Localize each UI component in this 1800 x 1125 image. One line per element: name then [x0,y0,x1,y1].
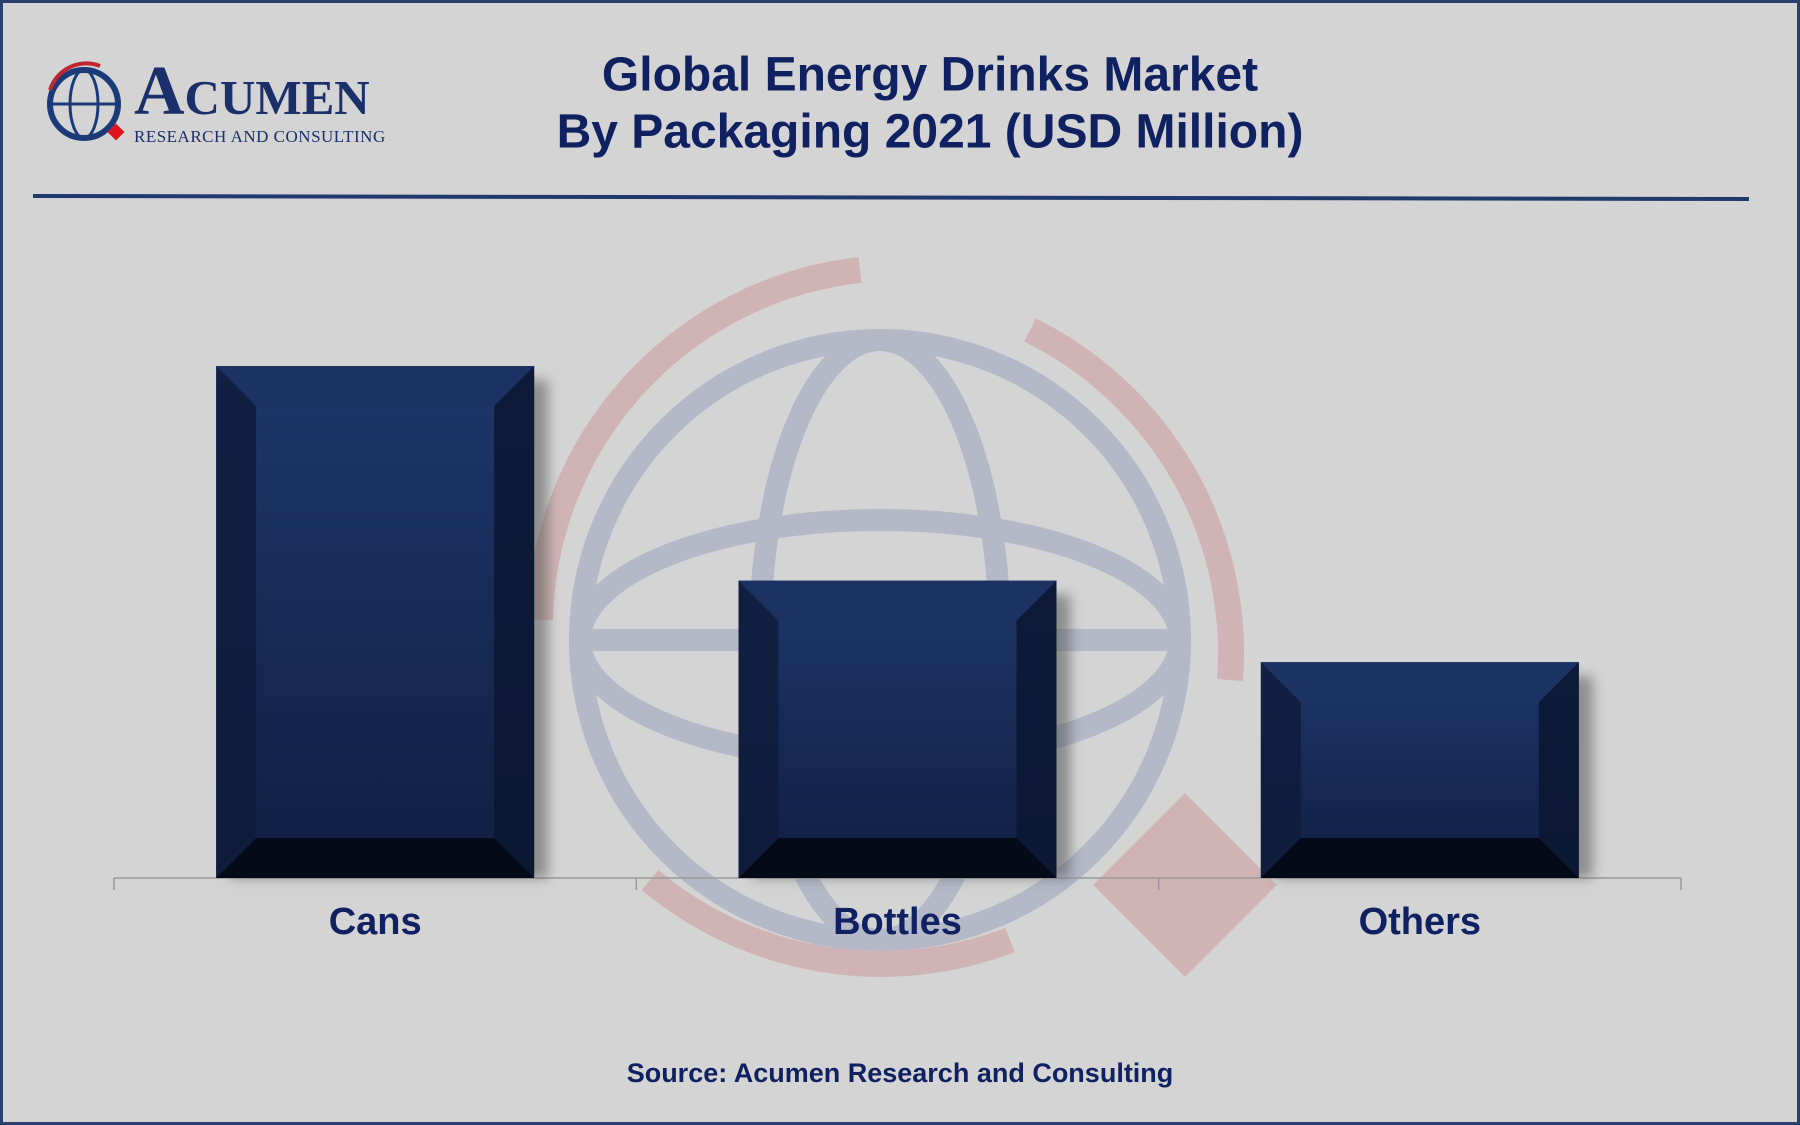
header-rule [32,194,1750,201]
logo: Acumen RESEARCH AND CONSULTING [47,53,386,146]
bar [738,580,1057,878]
bar-bevel [1538,662,1579,878]
bar-bevel [1260,838,1579,878]
bar-bevel [738,580,1057,621]
bar-bevel [216,838,535,878]
watermark [527,257,1277,977]
chart-subtitle: By Packaging 2021 (USD Million) [557,106,1304,159]
bar-bevel [1016,580,1057,878]
logo-tagline: RESEARCH AND CONSULTING [134,127,386,146]
bar-bevel [494,366,535,878]
bar-bevel [216,366,535,406]
bar-bevel [216,366,257,878]
bar-bevel [738,580,779,878]
bar-bevel [1260,662,1579,703]
bar-bevel [738,838,1057,878]
chart-title: Global Energy Drinks Market [602,49,1258,102]
x-tick-label: Bottles [833,901,962,943]
x-tick-label: Others [1359,901,1481,943]
bar [216,366,535,878]
x-tick-label: Cans [329,901,422,943]
logo-name: Acumen [134,53,370,130]
source-note: Source: Acumen Research and Consulting [627,1058,1174,1088]
bar-bevel [1260,662,1301,878]
